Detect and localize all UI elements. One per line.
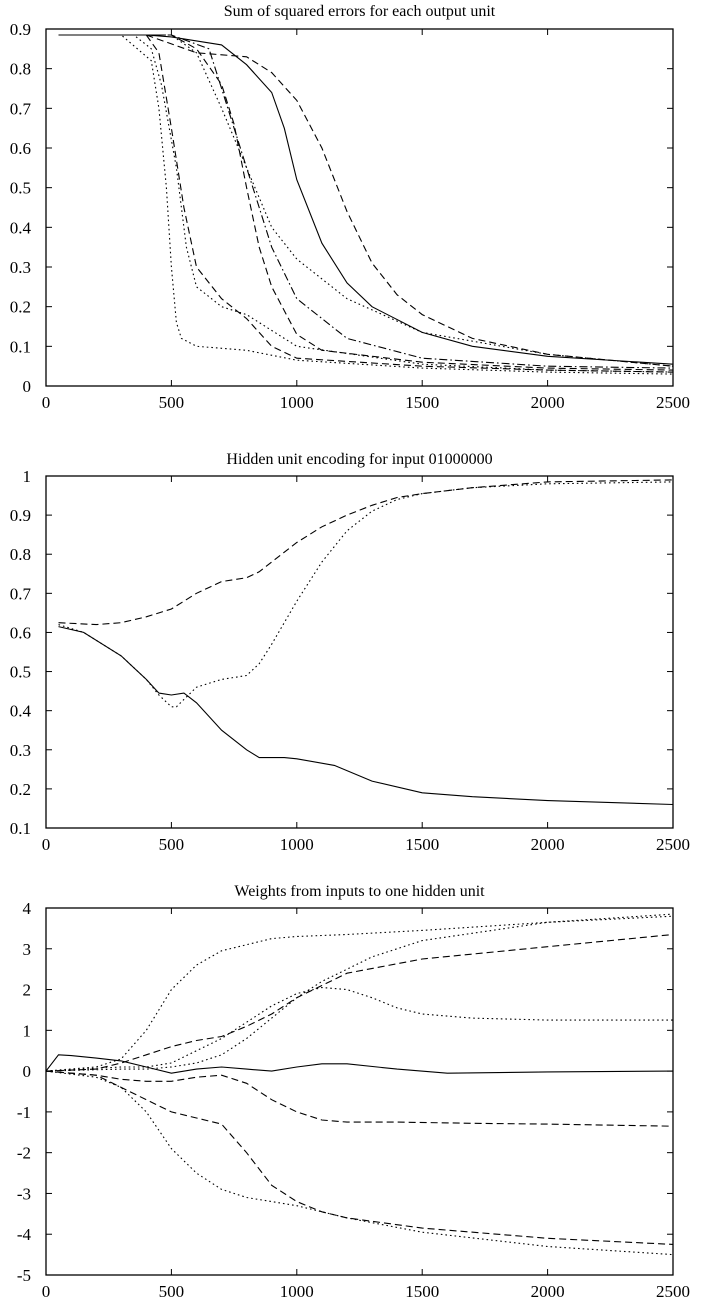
- y-tick-label: 0.8: [10, 545, 31, 564]
- x-tick-label: 500: [159, 393, 185, 412]
- series-line-3: [45, 933, 674, 1072]
- y-tick-label: 0.3: [10, 741, 31, 760]
- y-tick-label: -2: [17, 1144, 31, 1163]
- y-tick-label: 0.9: [10, 506, 31, 525]
- series-line-7: [45, 1070, 674, 1245]
- y-tick-label: 0.1: [10, 819, 31, 838]
- series-line-3: [58, 479, 674, 626]
- y-tick-label: 0.3: [10, 258, 31, 277]
- x-tick-label: 2500: [656, 1282, 690, 1301]
- y-tick-label: 4: [23, 899, 32, 918]
- y-tick-label: 0.1: [10, 337, 31, 356]
- series-line-5: [45, 986, 673, 1072]
- series-line-1: [45, 1054, 674, 1074]
- x-tick-label: 1500: [405, 1282, 439, 1301]
- plot-frame: [45, 475, 674, 829]
- x-tick-label: 1000: [280, 1282, 314, 1301]
- y-tick-label: 1: [23, 467, 32, 486]
- y-tick-label: 0.9: [10, 20, 31, 39]
- chart-title: Weights from inputs to one hidden unit: [234, 883, 485, 900]
- chart-2: Hidden unit encoding for input 01000000 0…: [10, 451, 690, 854]
- y-tick-label: 0.4: [10, 218, 32, 237]
- series-line-2: [45, 915, 674, 1072]
- series-line-7: [58, 34, 674, 371]
- series-line-6: [45, 1070, 674, 1127]
- y-tick-label: 0.6: [10, 139, 31, 158]
- x-tick-label: 1500: [405, 393, 439, 412]
- chart-3: Weights from inputs to one hidden unit 0 5…: [17, 883, 690, 1301]
- series-line-2: [58, 34, 674, 367]
- x-tick-label: 2500: [656, 835, 690, 854]
- y-tick-label: -1: [17, 1103, 31, 1122]
- x-tick-label: 1000: [280, 835, 314, 854]
- series-line-6: [58, 34, 674, 367]
- plot-frame: [45, 28, 674, 387]
- x-tick-label: 500: [159, 835, 185, 854]
- series-line-1: [58, 626, 674, 806]
- series-line-4: [58, 34, 674, 373]
- y-tick-label: -5: [17, 1266, 31, 1285]
- plot-frame: [45, 907, 674, 1276]
- chart-title: Sum of squared errors for each output un…: [224, 3, 496, 20]
- chart-1: Sum of squared errors for each output un…: [10, 3, 690, 412]
- y-tick-label: 3: [23, 940, 32, 959]
- x-tick-label: 500: [159, 1282, 185, 1301]
- y-tick-label: 0.2: [10, 780, 31, 799]
- y-tick-label: 0.5: [10, 663, 31, 682]
- y-tick-label: 0: [23, 377, 32, 396]
- series-line-3: [58, 34, 674, 375]
- series-line-4: [45, 913, 674, 1072]
- y-tick-label: -4: [17, 1225, 32, 1244]
- y-tick-label: 0.8: [10, 60, 31, 79]
- series-line-5: [58, 34, 674, 373]
- x-tick-label: 2000: [531, 835, 565, 854]
- y-tick-label: -3: [17, 1184, 31, 1203]
- y-tick-label: 0.4: [10, 702, 32, 721]
- series-line-2: [58, 481, 674, 708]
- y-tick-label: 0.6: [10, 623, 31, 642]
- x-tick-label: 2000: [531, 393, 565, 412]
- x-tick-label: 0: [42, 835, 51, 854]
- y-tick-label: 0.7: [10, 584, 32, 603]
- y-tick-label: 0.2: [10, 298, 31, 317]
- x-tick-label: 0: [42, 393, 51, 412]
- y-tick-label: 0: [23, 1062, 32, 1081]
- series-line-1: [58, 34, 674, 365]
- y-tick-label: 0.7: [10, 99, 32, 118]
- y-tick-label: 1: [23, 1021, 32, 1040]
- x-tick-label: 2500: [656, 393, 690, 412]
- x-tick-label: 0: [42, 1282, 51, 1301]
- x-tick-label: 2000: [531, 1282, 565, 1301]
- series-line-8: [45, 1070, 674, 1256]
- y-tick-label: 0.5: [10, 179, 31, 198]
- y-tick-label: 2: [23, 981, 32, 1000]
- chart-title: Hidden unit encoding for input 01000000: [226, 451, 492, 468]
- x-tick-label: 1500: [405, 835, 439, 854]
- x-tick-label: 1000: [280, 393, 314, 412]
- series-line-8: [58, 34, 674, 369]
